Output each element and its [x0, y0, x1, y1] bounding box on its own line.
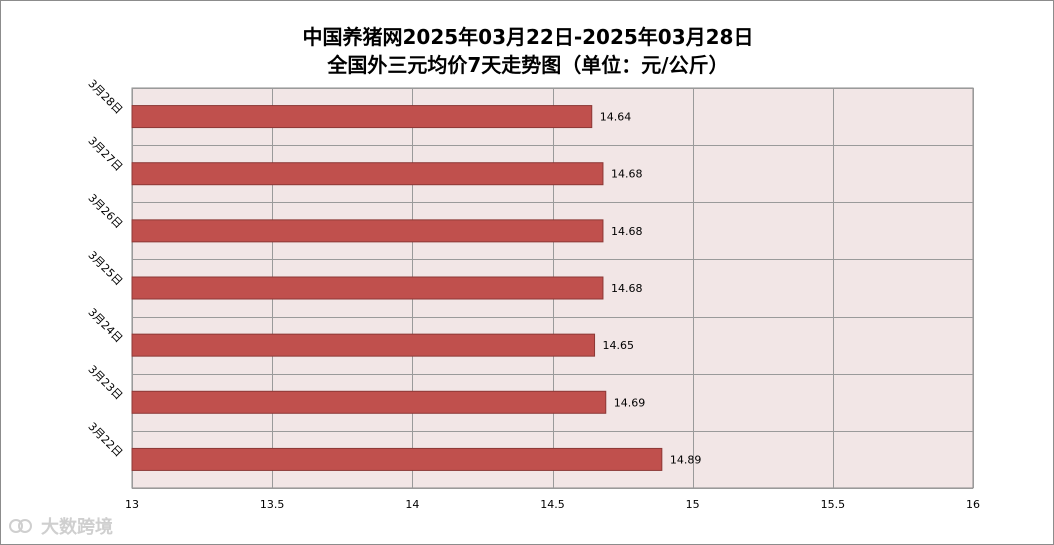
x-tick-label: 14 — [405, 498, 419, 511]
x-tick-label: 15.5 — [821, 498, 846, 511]
y-tick-label: 3月27日 — [85, 134, 125, 174]
bar — [131, 333, 596, 357]
data-label: 14.69 — [614, 396, 646, 409]
bar — [131, 276, 604, 300]
bar — [131, 219, 604, 243]
y-tick-label: 3月28日 — [85, 77, 125, 117]
y-tick-label: 3月22日 — [85, 420, 125, 460]
data-label: 14.68 — [611, 282, 643, 295]
y-tick-label: 3月24日 — [85, 306, 125, 346]
data-label: 14.68 — [611, 168, 643, 181]
x-tick-label: 13 — [125, 498, 139, 511]
logo-icon — [9, 516, 35, 536]
x-tick-label: 15 — [686, 498, 700, 511]
watermark: 大数跨境 — [9, 513, 113, 539]
y-tick-label: 3月23日 — [85, 363, 125, 403]
x-tick-label: 14.5 — [540, 498, 565, 511]
watermark-text: 大数跨境 — [41, 517, 113, 538]
data-label: 14.68 — [611, 225, 643, 238]
x-tick-label: 16 — [966, 498, 980, 511]
bar — [131, 390, 607, 414]
x-tick-label: 13.5 — [260, 498, 285, 511]
bar — [131, 162, 604, 186]
bar — [131, 105, 593, 129]
chart-title-line2: 全国外三元均价7天走势图（单位：元/公斤） — [327, 53, 729, 77]
y-tick-label: 3月25日 — [85, 249, 125, 289]
bar — [131, 447, 663, 471]
chart-title-line1: 中国养猪网2025年03月22日-2025年03月28日 — [302, 25, 754, 49]
data-label: 14.89 — [670, 453, 702, 466]
y-tick-label: 3月26日 — [85, 191, 125, 231]
data-label: 14.65 — [603, 339, 635, 352]
data-label: 14.64 — [600, 111, 632, 124]
